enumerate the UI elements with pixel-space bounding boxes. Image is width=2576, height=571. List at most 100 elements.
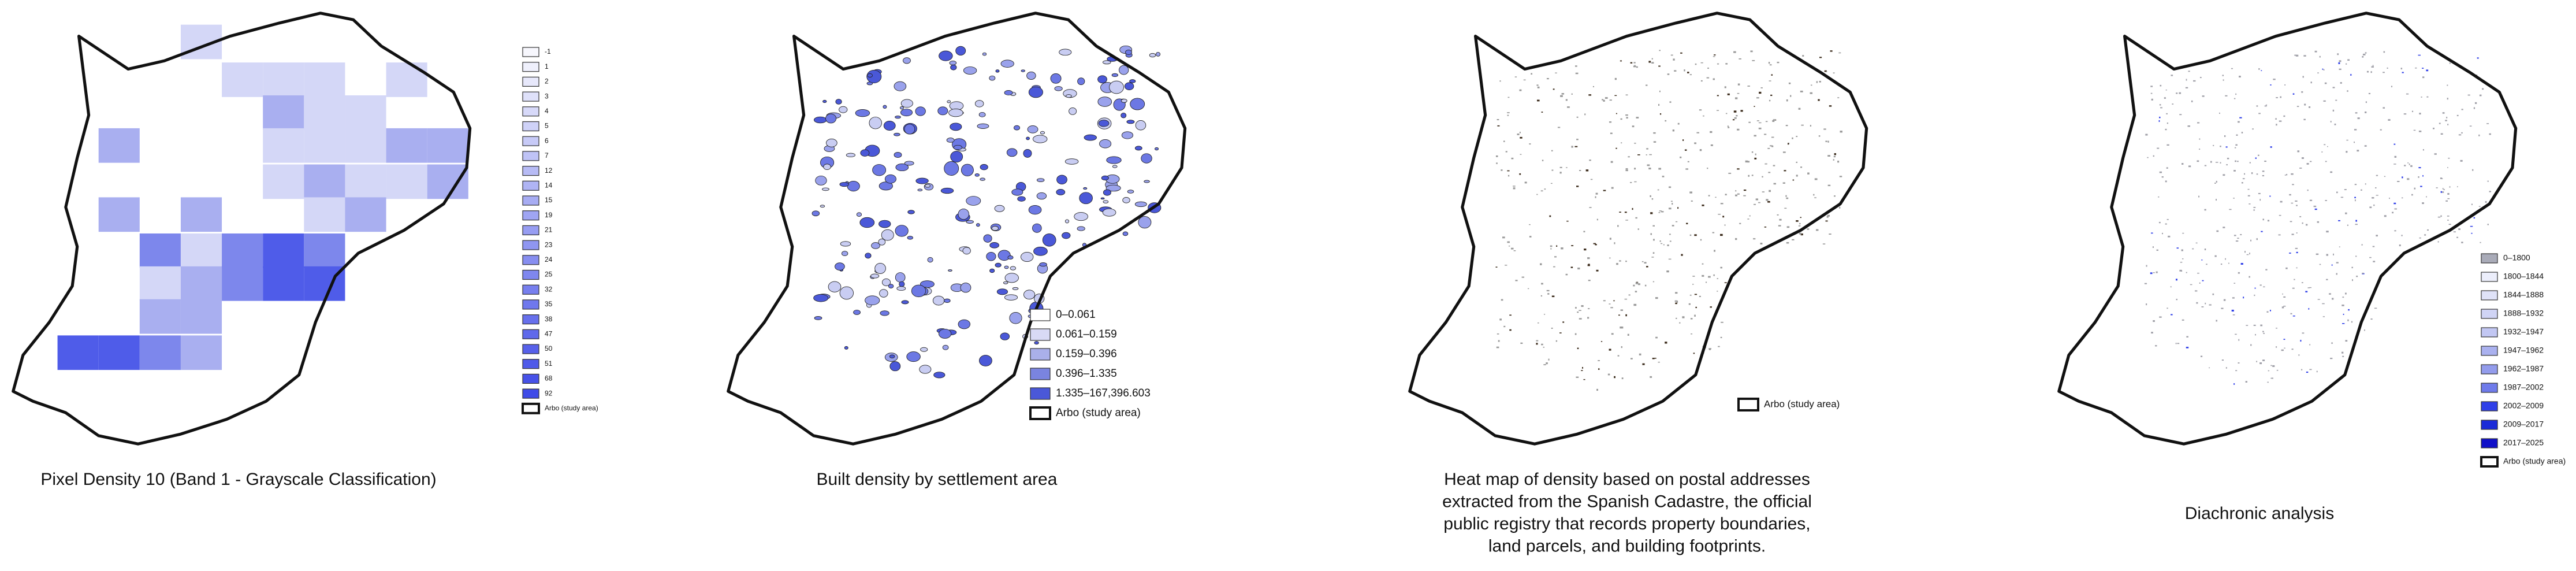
address-point [1740,110,1743,112]
settlement-patch [1149,53,1156,58]
building [2480,242,2481,243]
density-cell [222,62,263,97]
building [2284,175,2286,176]
address-point [1693,353,1695,354]
legend-swatch-study-area [2480,456,2499,468]
address-point [1513,186,1516,187]
address-point [1739,58,1741,60]
legend-label: 14 [545,181,553,189]
address-point [1495,155,1498,157]
building [2305,291,2308,292]
building [2461,242,2463,243]
building [2210,161,2212,163]
address-point [1571,93,1573,95]
address-point [1796,136,1798,138]
building [2247,195,2250,196]
address-point [1695,63,1697,65]
building [2250,239,2251,242]
building [2333,253,2334,255]
building [2151,232,2153,234]
building [2471,203,2473,205]
building [2426,69,2429,72]
address-point [1796,175,1798,177]
settlement-patch [826,138,837,147]
building [2372,65,2374,66]
building [2419,113,2421,115]
building [2262,218,2264,221]
settlement-patch [1134,146,1142,151]
address-point [1700,62,1703,64]
settlement-patch [878,181,893,191]
building [2326,279,2328,280]
building [2151,98,2153,101]
settlement-patch [1077,226,1085,231]
address-point [1735,190,1737,192]
settlement-patch [1119,65,1129,75]
address-point [1646,154,1647,155]
address-point [1712,232,1715,233]
address-point [1509,329,1512,331]
address-point [1639,353,1641,355]
address-point [1600,341,1603,342]
building [2252,128,2254,130]
settlement-patch [995,262,1002,268]
building [2401,235,2403,236]
address-point [1519,89,1522,91]
building [2336,191,2338,194]
address-point [1771,145,1774,147]
building [2199,77,2202,79]
address-point [1642,363,1645,365]
building [2301,282,2303,283]
building [2437,216,2441,218]
building [2244,251,2246,253]
address-point [1827,155,1830,157]
settlement-patch [955,46,966,55]
address-point [1513,250,1516,251]
address-point [1576,116,1579,118]
address-point [1574,333,1577,335]
address-point [1553,88,1555,90]
settlement-patch [920,347,928,352]
address-point [1702,275,1704,277]
address-point [1691,200,1693,202]
address-point [1627,333,1629,336]
address-point [1609,348,1611,351]
address-point [1759,91,1762,94]
building [2342,305,2344,306]
building [2338,220,2340,221]
settlement-patch [1050,73,1062,84]
building [2206,264,2208,265]
building [2253,209,2255,211]
building [2448,157,2450,159]
building [2355,220,2357,222]
address-point [1543,364,1546,365]
building [2258,192,2261,194]
building [2171,75,2173,76]
legend-swatch [522,195,539,206]
address-point [1587,257,1590,259]
building [2445,120,2447,121]
address-point [1825,220,1828,222]
address-point [1755,198,1759,201]
settlement-patch [896,286,906,291]
building [2265,269,2268,270]
legend-label: 1947–1962 [2503,346,2544,355]
address-point [1550,245,1553,247]
address-point [1514,76,1517,77]
legend-label: 6 [545,136,549,144]
building [2389,197,2390,199]
building [2222,75,2224,76]
settlement-patch [895,116,901,119]
address-point [1717,290,1718,292]
building [2422,149,2424,151]
settlement-patch [1111,73,1118,77]
building [2290,313,2292,314]
building [2281,349,2284,351]
address-point [1766,199,1769,201]
address-point [1658,212,1661,213]
address-point [1725,63,1728,65]
building [2436,187,2438,188]
building [2325,161,2327,162]
address-point [1829,105,1832,107]
building [2409,163,2410,165]
